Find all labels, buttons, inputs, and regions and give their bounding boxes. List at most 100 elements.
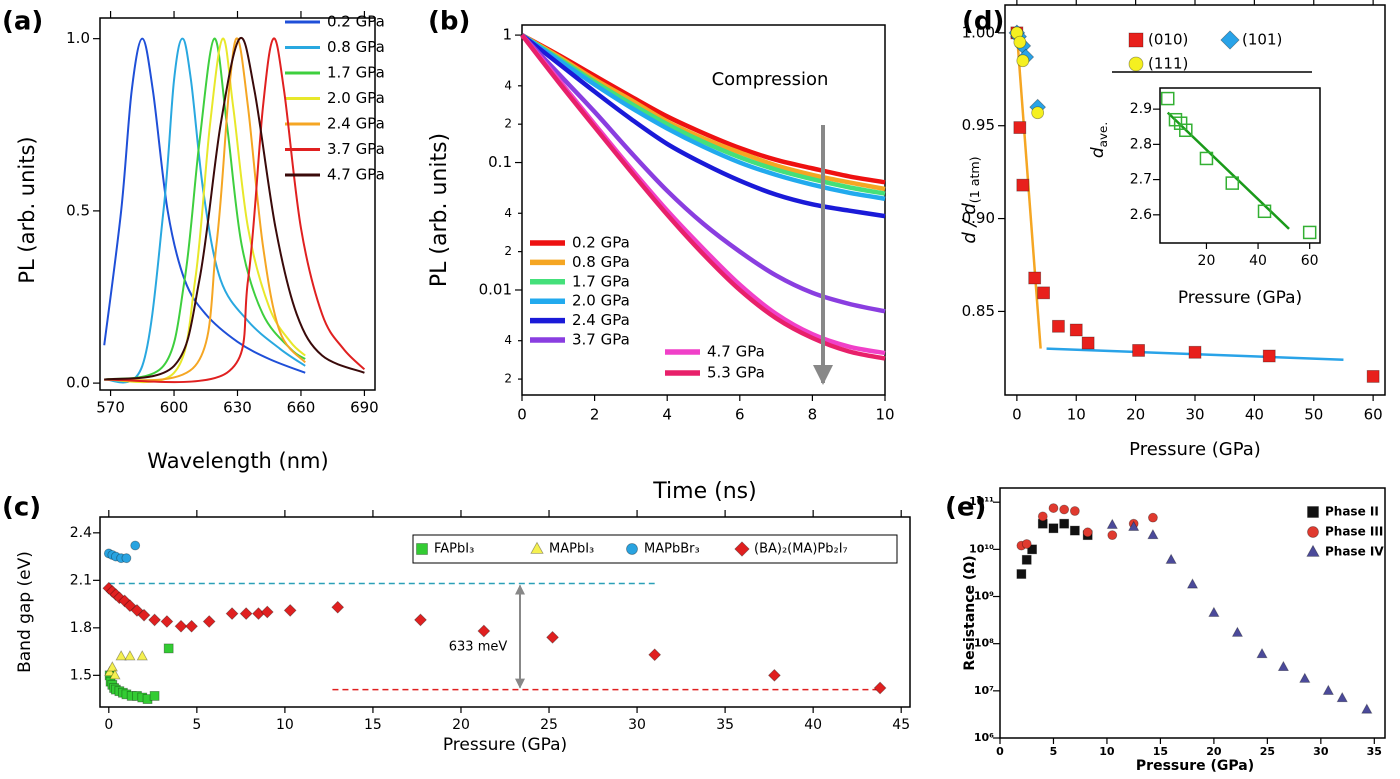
marker-diamond — [130, 604, 144, 617]
marker-triangle — [1186, 578, 1199, 589]
x-tick-label: 25 — [1260, 745, 1275, 758]
marker-triangle — [1256, 647, 1268, 659]
marker-square — [1168, 112, 1183, 127]
marker-square — [1262, 349, 1276, 363]
x-tick-label: 5 — [192, 717, 201, 733]
marker-diamond — [260, 605, 274, 619]
x-tick-label: 0 — [996, 745, 1004, 758]
x-tick-label: 690 — [350, 399, 379, 417]
panel-label: (e) — [945, 493, 986, 523]
y-tick-label: 0.1 — [488, 153, 512, 171]
x-tick-label: 20 — [1198, 253, 1216, 269]
plot-frame — [999, 487, 1386, 739]
series-line — [104, 37, 306, 382]
x-tick-label: 5 — [1050, 745, 1058, 758]
marker-square — [1037, 286, 1050, 300]
x-axis-label: Time (ns) — [652, 479, 756, 504]
panel-label: (b) — [428, 7, 470, 37]
marker-diamond — [648, 648, 662, 662]
marker-square — [1199, 151, 1214, 166]
marker-diamond — [873, 681, 887, 695]
legend-label: (101) — [1242, 31, 1282, 49]
y-tick-label: 0.85 — [962, 302, 995, 320]
legend-label: 4.7 GPa — [327, 166, 385, 184]
marker-diamond — [160, 615, 174, 628]
marker-triangle — [136, 650, 148, 661]
x-tick-label: 2 — [590, 406, 600, 424]
y-axis-label: Band gap (eV) — [15, 551, 35, 673]
marker-diamond — [225, 607, 239, 620]
y-tick-label: 2.8 — [1130, 136, 1152, 152]
marker-square — [1059, 518, 1070, 529]
y-tick-label: 1.8 — [70, 620, 92, 636]
legend-label: MAPbBr₃ — [644, 542, 700, 557]
marker-circle — [1307, 526, 1319, 538]
series-line — [104, 37, 306, 381]
y-tick-label: 10¹⁰ — [969, 542, 994, 555]
marker-square — [1160, 91, 1175, 106]
y-tick-label: 4 — [504, 206, 512, 220]
y-tick-label: 4 — [504, 78, 512, 92]
x-tick-label: 20 — [452, 717, 470, 733]
marker-triangle — [106, 661, 118, 672]
marker-square — [1225, 176, 1240, 190]
marker-diamond — [414, 613, 427, 627]
legend-box — [412, 534, 898, 564]
fit-line — [1166, 111, 1290, 230]
legend-label: 5.3 GPa — [707, 364, 765, 382]
y-axis-label: dave. — [1088, 122, 1110, 158]
x-tick-label: 45 — [892, 717, 910, 733]
marker-diamond — [174, 619, 188, 633]
marker-diamond — [1220, 30, 1240, 50]
marker-triangle — [1208, 606, 1220, 617]
y-tick-label: 2 — [504, 117, 512, 131]
y-tick-label: 2.9 — [1130, 101, 1152, 117]
legend-label: 1.7 GPa — [327, 64, 385, 82]
marker-triangle — [1361, 703, 1373, 714]
x-tick-label: 0 — [104, 717, 113, 733]
marker-triangle — [124, 650, 136, 661]
x-axis-label: Wavelength (nm) — [147, 449, 328, 473]
x-tick-label: 30 — [1185, 406, 1204, 424]
legend-label: 0.8 GPa — [327, 38, 385, 56]
legend-label: FAPbI₃ — [434, 542, 474, 557]
x-tick-label: 50 — [1304, 406, 1323, 424]
x-tick-label: 15 — [1153, 745, 1168, 758]
marker-square — [1179, 123, 1193, 138]
marker-square — [1016, 178, 1030, 192]
marker-triangle — [109, 669, 121, 680]
x-tick-label: 60 — [1364, 406, 1383, 424]
y-tick-label: 0.90 — [962, 209, 995, 227]
marker-diamond — [239, 607, 253, 620]
marker-triangle — [1299, 672, 1311, 683]
legend-label: 0.2 GPa — [572, 234, 630, 252]
marker-square — [1366, 370, 1380, 383]
marker-triangle — [1165, 553, 1177, 564]
y-tick-label: 2.7 — [1130, 172, 1152, 188]
y-tick-label: 2.1 — [70, 572, 92, 588]
y-tick-label: 10⁷ — [974, 684, 994, 697]
y-axis-label: PL (arb. units) — [427, 133, 452, 287]
x-tick-label: 570 — [96, 399, 125, 417]
y-tick-label: 1.0 — [66, 29, 90, 47]
plot-frame — [521, 24, 886, 396]
marker-circle — [1016, 54, 1030, 68]
x-axis-label: Pressure (GPa) — [1136, 758, 1254, 774]
x-tick-label: 10 — [276, 717, 294, 733]
y-tick-label: 0.5 — [66, 201, 90, 219]
marker-square — [416, 543, 428, 555]
legend-label: 3.7 GPa — [327, 140, 385, 158]
marker-diamond — [137, 608, 151, 622]
y-tick-label: 0.01 — [479, 280, 512, 298]
marker-triangle — [1231, 626, 1244, 637]
x-tick-label: 10 — [1099, 745, 1115, 758]
y-tick-label: 10⁸ — [974, 637, 994, 650]
y-tick-label: 10¹¹ — [969, 495, 994, 508]
marker-diamond — [185, 619, 198, 633]
y-tick-label: 1.00 — [962, 23, 995, 41]
marker-circle — [130, 540, 141, 551]
y-tick-label: 0.0 — [66, 374, 90, 392]
legend-label: 2.0 GPa — [327, 89, 385, 107]
y-axis-label: d / d(1 atm) — [959, 156, 982, 243]
